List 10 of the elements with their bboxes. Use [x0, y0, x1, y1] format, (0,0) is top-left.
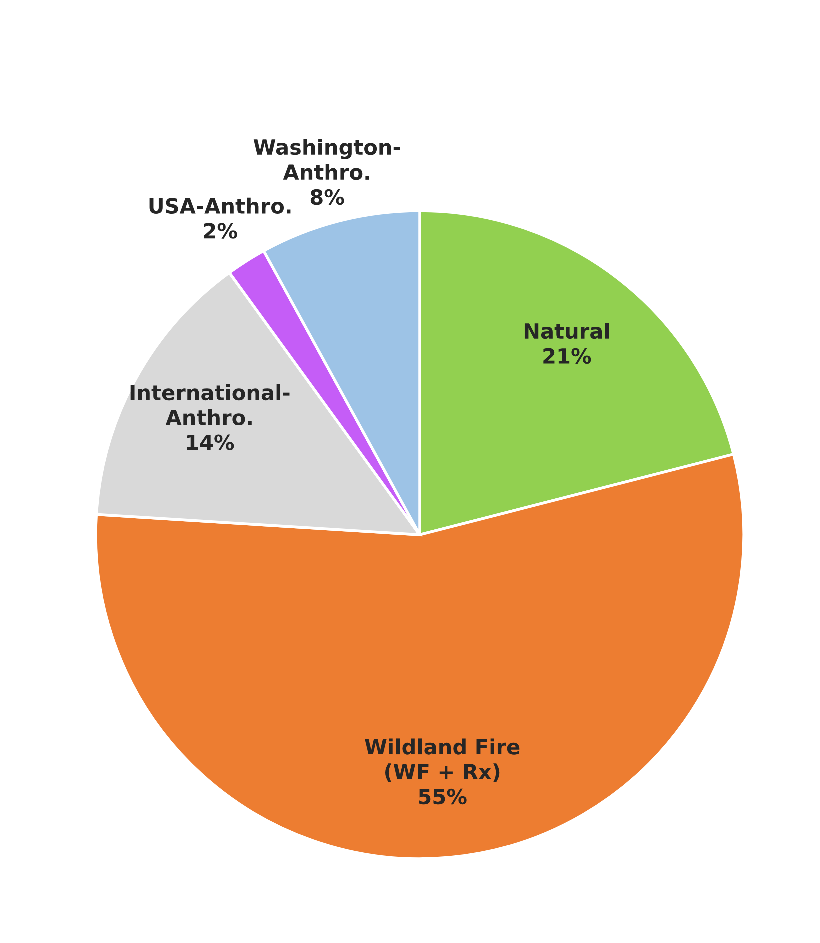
slice-label: International- Anthro. [130, 384, 290, 426]
slice-label: Wildland Fire (WF + Rx) [365, 738, 520, 782]
slice-label: Washington- Anthro. [254, 139, 400, 180]
data-label: 2% [204, 223, 238, 239]
data-label: 55% [419, 788, 467, 805]
data-label: 21% [544, 348, 592, 364]
data-label: 14% [187, 434, 234, 450]
slice-label: USA-Anthro. [150, 198, 291, 214]
slice-label: Natural [524, 323, 610, 340]
data-label: 8% [310, 189, 344, 206]
